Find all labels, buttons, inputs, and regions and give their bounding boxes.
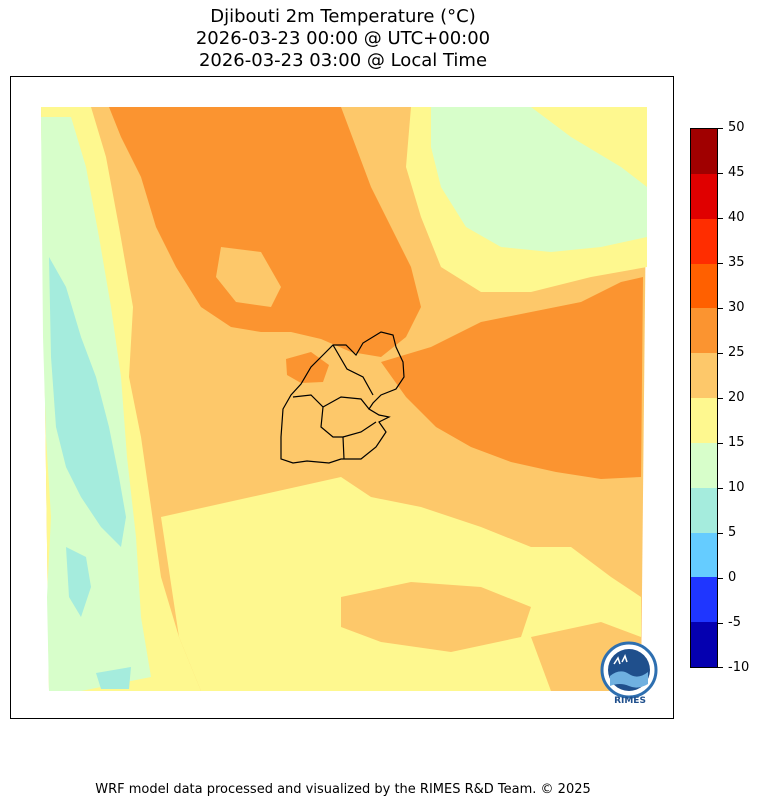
region-divider-north [332, 344, 374, 396]
temperature-patch-north-lighter [216, 247, 281, 307]
colorbar-tick [718, 218, 723, 219]
temperature-band-northeast-green [431, 107, 647, 252]
title-line-local-time: 2026-03-23 03:00 @ Local Time [198, 50, 488, 71]
colorbar-segment-minus10-minus5 [691, 622, 717, 668]
colorbar-segment-30-35 [691, 263, 717, 309]
temperature-band-west-teal-south [66, 547, 91, 617]
temperature-band-east-orange [381, 277, 643, 479]
djibouti-border [280, 331, 405, 464]
temperature-map [41, 107, 647, 691]
colorbar-segment-15-20 [691, 398, 717, 444]
rimes-logo-text: RIMES [614, 696, 646, 706]
colorbar-label: 5 [728, 525, 737, 540]
colorbar-segment-20-25 [691, 353, 717, 399]
rimes-logo: RIMES [598, 640, 662, 706]
colorbar-tick [718, 398, 723, 399]
colorbar-tick [718, 128, 723, 129]
temperature-band-west-teal [49, 257, 126, 547]
colorbar-label: 30 [728, 300, 745, 315]
colorbar-segment-0-5 [691, 532, 717, 578]
colorbar-label: -10 [728, 660, 750, 675]
footer-credit: WRF model data processed and visualized … [95, 782, 591, 797]
title-line-utc-time: 2026-03-23 00:00 @ UTC+00:00 [195, 28, 491, 49]
map-panel [10, 76, 674, 719]
colorbar-tick [718, 533, 723, 534]
colorbar-segment-35-40 [691, 218, 717, 264]
colorbar-segment-25-30 [691, 308, 717, 354]
colorbar-segment-10-15 [691, 442, 717, 489]
colorbar-label: 25 [728, 345, 745, 360]
title-line-variable: Djibouti 2m Temperature (°C) [210, 6, 476, 27]
colorbar-segment-45-50 [691, 129, 717, 175]
colorbar-tick [718, 488, 723, 489]
colorbar-tick [718, 353, 723, 354]
region-divider-center [322, 396, 370, 410]
colorbar [690, 128, 718, 668]
colorbar-tick [718, 263, 723, 264]
colorbar-label: -5 [728, 615, 741, 630]
colorbar-label: 45 [728, 165, 745, 180]
temperature-band-southwest-teal [96, 667, 131, 689]
colorbar-tick [718, 578, 723, 579]
temperature-patch-south-orange-1 [341, 582, 531, 652]
colorbar-tick [718, 173, 723, 174]
colorbar-label: 50 [728, 120, 745, 135]
colorbar-label: 15 [728, 435, 745, 450]
figure-title: Djibouti 2m Temperature (°C) 2026-03-23 … [0, 6, 686, 72]
colorbar-tick [718, 308, 723, 309]
colorbar-segment-40-45 [691, 173, 717, 220]
colorbar-label: 40 [728, 210, 745, 225]
region-divider-south [342, 421, 377, 438]
temperature-band-south-yellow [161, 477, 641, 691]
temperature-band-north-orange [109, 107, 421, 357]
colorbar-segment-minus5-0 [691, 577, 717, 623]
colorbar-tick [718, 623, 723, 624]
colorbar-tick [718, 667, 723, 668]
colorbar-label: 0 [728, 570, 737, 585]
rimes-logo-icon: RIMES [600, 641, 658, 706]
colorbar-label: 20 [728, 390, 745, 405]
colorbar-label: 35 [728, 255, 745, 270]
colorbar-label: 10 [728, 480, 745, 495]
colorbar-segment-5-10 [691, 487, 717, 533]
colorbar-tick [718, 443, 723, 444]
